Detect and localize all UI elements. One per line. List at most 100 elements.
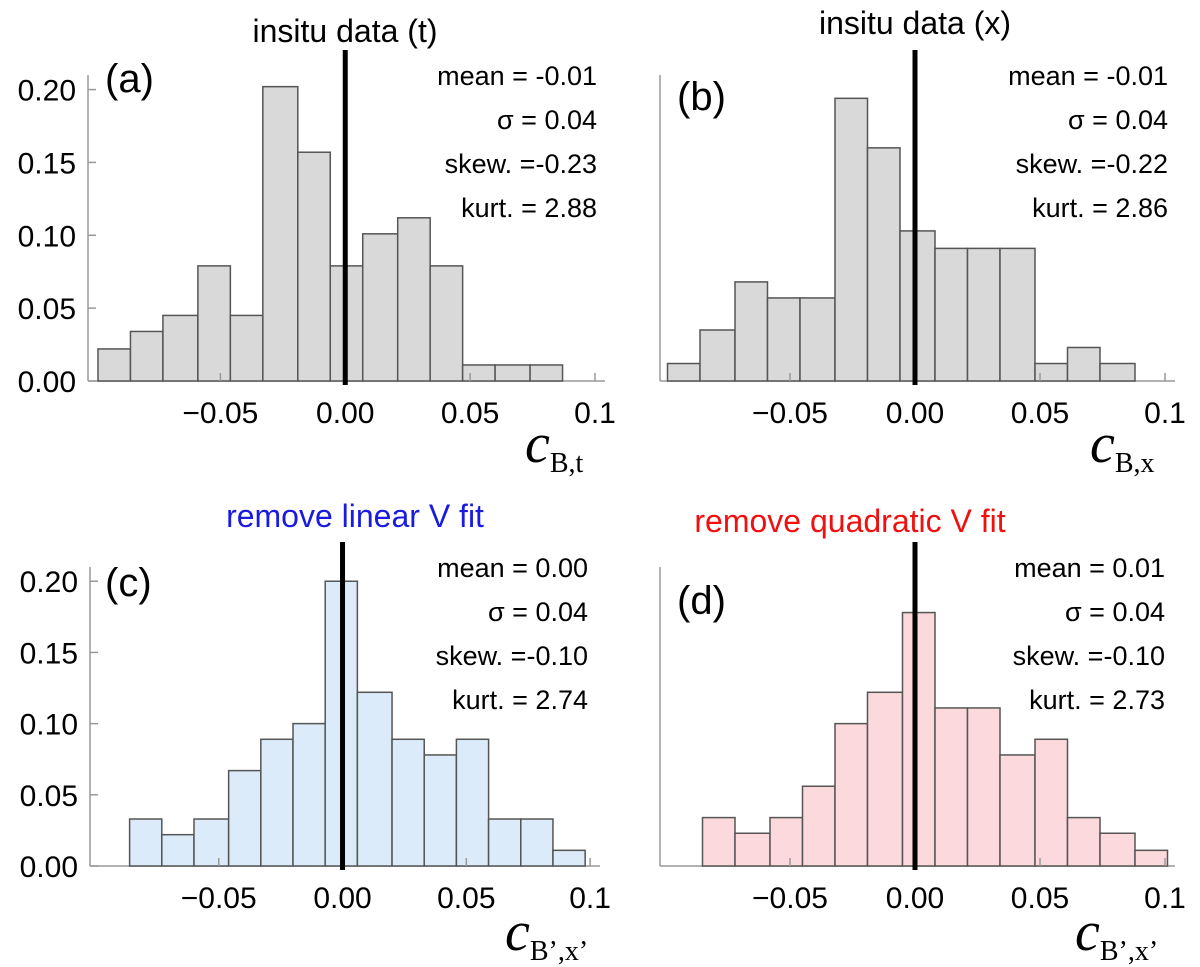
x-tick-label: 0.05	[1011, 397, 1069, 430]
annotation: skew. =-0.10	[436, 641, 588, 671]
bar	[552, 849, 586, 867]
annotation: skew. =-0.10	[1013, 641, 1165, 671]
bar	[391, 738, 425, 867]
y-tick-label: 0.05	[20, 780, 78, 813]
x-tick-label: −0.05	[752, 882, 828, 915]
bar	[461, 364, 496, 382]
bar	[292, 722, 326, 867]
bar	[128, 818, 163, 867]
annotation: σ = 0.04	[488, 597, 588, 627]
bar	[97, 348, 132, 382]
bar	[423, 754, 458, 867]
bar	[834, 97, 869, 382]
x-label-subscript: B’,x’	[1100, 936, 1158, 967]
x-label-symbol: c	[1075, 901, 1100, 963]
bar	[701, 816, 736, 867]
bar	[999, 247, 1036, 382]
x-tick-label: −0.05	[182, 397, 258, 430]
bar	[834, 722, 869, 867]
annotation: mean = 0.01	[1014, 553, 1165, 583]
x-tick-label: 0.00	[886, 397, 944, 430]
bar	[866, 691, 904, 867]
bar	[1099, 832, 1136, 867]
annotation: σ = 0.04	[497, 105, 597, 135]
bar	[429, 265, 464, 382]
bar	[129, 330, 164, 382]
x-label-subscript: B,x	[1115, 448, 1155, 479]
annotation: kurt. = 2.88	[461, 193, 597, 223]
bar	[734, 832, 771, 867]
annotation: mean = -0.01	[1008, 61, 1168, 91]
x-label-symbol: c	[525, 413, 550, 475]
annotation: kurt. = 2.73	[1029, 685, 1165, 715]
bar	[229, 314, 264, 382]
annotation: skew. =-0.22	[1016, 149, 1168, 179]
bar	[666, 362, 701, 382]
bar	[769, 816, 804, 867]
bar	[866, 147, 901, 382]
bar	[966, 707, 1001, 867]
panel-label: (c)	[105, 561, 152, 605]
bar	[227, 769, 262, 867]
x-tick-label: 0.1	[574, 397, 616, 430]
chart-title: insitu data (x)	[819, 5, 1011, 41]
x-axis-label: cB,t	[525, 413, 584, 479]
y-tick-label: 0.10	[20, 709, 78, 742]
annotation: mean = -0.01	[437, 61, 597, 91]
x-axis-label: cB’,x’	[1075, 901, 1158, 967]
y-tick-label: 0.10	[18, 220, 76, 253]
y-tick-label: 0.00	[18, 366, 76, 399]
bar	[361, 233, 399, 382]
x-tick-label: 0.1	[569, 882, 611, 915]
bar	[999, 754, 1036, 867]
x-tick-label: 0.05	[1011, 882, 1069, 915]
y-tick-label: 0.20	[20, 566, 78, 599]
y-tick-label: 0.05	[18, 293, 76, 326]
chart-title: insitu data (t)	[253, 13, 438, 49]
x-tick-label: −0.05	[752, 397, 828, 430]
bar	[1099, 362, 1136, 382]
x-label-symbol: c	[1090, 413, 1115, 475]
panel-label: (b)	[677, 75, 726, 119]
bar	[297, 151, 332, 382]
annotation: skew. =-0.23	[445, 149, 597, 179]
bar	[766, 297, 801, 382]
bar	[162, 314, 199, 382]
x-axis-label: cB’,x’	[505, 901, 588, 967]
x-tick-label: 0.00	[316, 397, 374, 430]
bar	[1134, 849, 1169, 867]
bar	[934, 707, 969, 867]
bar	[529, 364, 564, 382]
panel-label: (d)	[677, 579, 726, 623]
bar	[356, 691, 393, 867]
y-tick-label: 0.15	[18, 147, 76, 180]
bar	[193, 818, 230, 867]
annotation: mean = 0.00	[437, 553, 588, 583]
bar	[520, 818, 554, 867]
annotation: σ = 0.04	[1068, 105, 1168, 135]
x-axis-label: cB,x	[1090, 413, 1155, 479]
chart-title: remove quadratic V fit	[694, 503, 1005, 539]
bar	[699, 329, 736, 382]
bar	[901, 611, 936, 867]
bar	[487, 818, 522, 867]
bar	[966, 247, 1001, 382]
bar	[1066, 346, 1101, 382]
annotation: σ = 0.04	[1065, 597, 1165, 627]
bar	[197, 265, 232, 382]
x-tick-label: 0.1	[1144, 882, 1186, 915]
bar	[260, 738, 294, 867]
bar	[801, 785, 836, 867]
bar	[1066, 816, 1101, 867]
x-tick-label: 0.00	[313, 882, 371, 915]
bar	[396, 217, 431, 382]
bar	[494, 364, 531, 382]
bar	[934, 247, 969, 382]
y-tick-label: 0.20	[18, 75, 76, 108]
x-tick-label: 0.05	[437, 882, 495, 915]
x-label-symbol: c	[505, 901, 530, 963]
bar	[799, 297, 836, 382]
x-tick-label: 0.00	[886, 882, 944, 915]
y-tick-label: 0.15	[20, 637, 78, 670]
